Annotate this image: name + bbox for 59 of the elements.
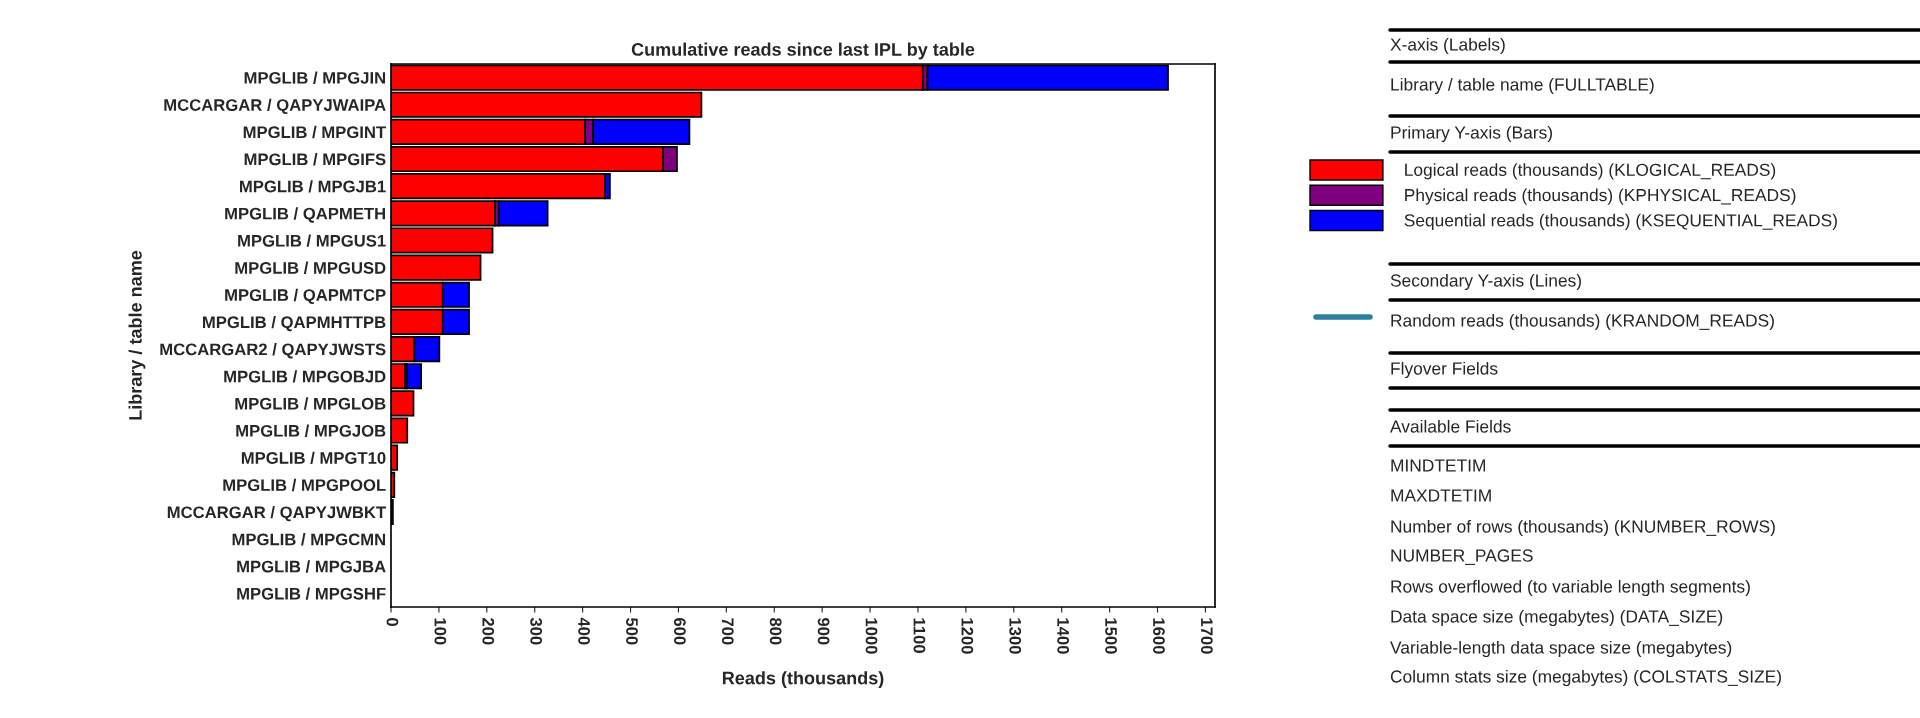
y-tick-label: MPGLIB / QAPMETH (225, 207, 386, 223)
x-tick-label: 1600 (1153, 618, 1165, 654)
y-tick-label: MPGLIB / MPGJIN (244, 71, 386, 84)
x-tick-label: 1500 (1105, 618, 1117, 654)
x-tick-label: 1300 (1009, 618, 1022, 654)
y-tick-label: MPGLIB / MPGT10 (241, 451, 386, 465)
x-tick-label: 1200 (961, 618, 974, 654)
y-tick-label: MCCARGAR2 / QAPYJWSTS (160, 343, 386, 359)
y-tick-label: MPGLIB / MPGJB1 (240, 180, 386, 193)
y-tick-label: MPGLIB / QAPMTCP (225, 288, 386, 305)
y-tick-label: MCCARGAR / QAPYJWAIPA (164, 98, 386, 115)
x-tick-label: 1700 (1200, 618, 1213, 654)
y-tick-label: MPGLIB / MPGJOB (236, 424, 386, 437)
y-tick-label: MPGLIB / MPGPOOL (223, 478, 386, 492)
legend-label: Logical reads (thousands) (KLOGICAL_READS) (1405, 163, 1776, 180)
y-tick-label: MPGLIB / QAPMHTTPB (203, 315, 386, 332)
x-tick-label: 100 (434, 618, 447, 645)
text: Flyover Fields (1391, 361, 1498, 379)
x-tick-label: 800 (769, 617, 782, 645)
y-tick-label: MPGLIB / MPGLOB (235, 397, 386, 410)
x-tick-label: 1400 (1057, 618, 1070, 654)
x-tick-label: 1000 (865, 618, 878, 654)
x-tick-label: 400 (578, 617, 590, 645)
x-tick-label: 0 (386, 618, 399, 626)
y-tick-label: MPGLIB / MPGOBJD (224, 370, 386, 383)
chart-title: Cumulative reads since last IPL by table (631, 42, 975, 60)
x-tick-label: 600 (673, 618, 686, 645)
text: Rows overflowed (to variable length segments) (1391, 579, 1750, 597)
y-tick-label: MPGLIB / MPGUS1 (238, 234, 386, 247)
text: Data space size (megabytes) (DATA_SIZE) (1391, 609, 1723, 627)
legend-label: Physical reads (thousands) (KPHYSICAL_READS) (1405, 188, 1796, 205)
x-tick-label: 900 (817, 617, 830, 645)
y-tick-label: MPGLIB / MPGIFS (244, 152, 386, 166)
text: Column stats size (megabytes) (COLSTATS_SIZE) (1390, 669, 1781, 687)
x-tick-label: 300 (530, 617, 543, 645)
text: Available Fields (1390, 419, 1511, 433)
x-tick-label: 200 (482, 617, 495, 645)
text: Number of rows (thousands) (KNUMBER_ROWS) (1391, 519, 1775, 537)
x-tick-label: 700 (721, 618, 734, 645)
text: X-axis (Labels) (1390, 37, 1505, 55)
text: Variable-length data space size (megabytes) (1390, 640, 1732, 658)
x-axis-title: Reads (thousands) (722, 671, 884, 688)
y-axis-title: Library / table name (128, 250, 146, 420)
y-tick-label: MPGLIB / MPGJBA (237, 560, 386, 573)
x-tick-label: 500 (626, 617, 638, 645)
text: MAXDTETIM (1391, 489, 1491, 502)
text: Library / table name (FULLTABLE) (1391, 77, 1654, 95)
text: MINDTETIM (1391, 459, 1486, 472)
y-tick-label: MPGLIB / MPGSHF (237, 587, 386, 600)
y-tick-label: MPGLIB / MPGUSD (235, 261, 386, 274)
text: Secondary Y-axis (Lines) (1390, 273, 1581, 291)
x-tick-label: 1100 (913, 618, 926, 653)
y-tick-label: MPGLIB / MPGINT (243, 125, 386, 139)
y-tick-label: MCCARGAR / QAPYJWBKT (167, 505, 386, 522)
text: NUMBER_PAGES (1391, 549, 1533, 565)
text: Random reads (thousands) (KRANDOM_READS) (1391, 313, 1774, 331)
y-tick-label: MPGLIB / MPGCMN (232, 533, 386, 546)
legend-label: Sequential reads (thousands) (KSEQUENTIAL_READS) (1404, 213, 1837, 230)
text: Primary Y-axis (Bars) (1391, 125, 1552, 143)
